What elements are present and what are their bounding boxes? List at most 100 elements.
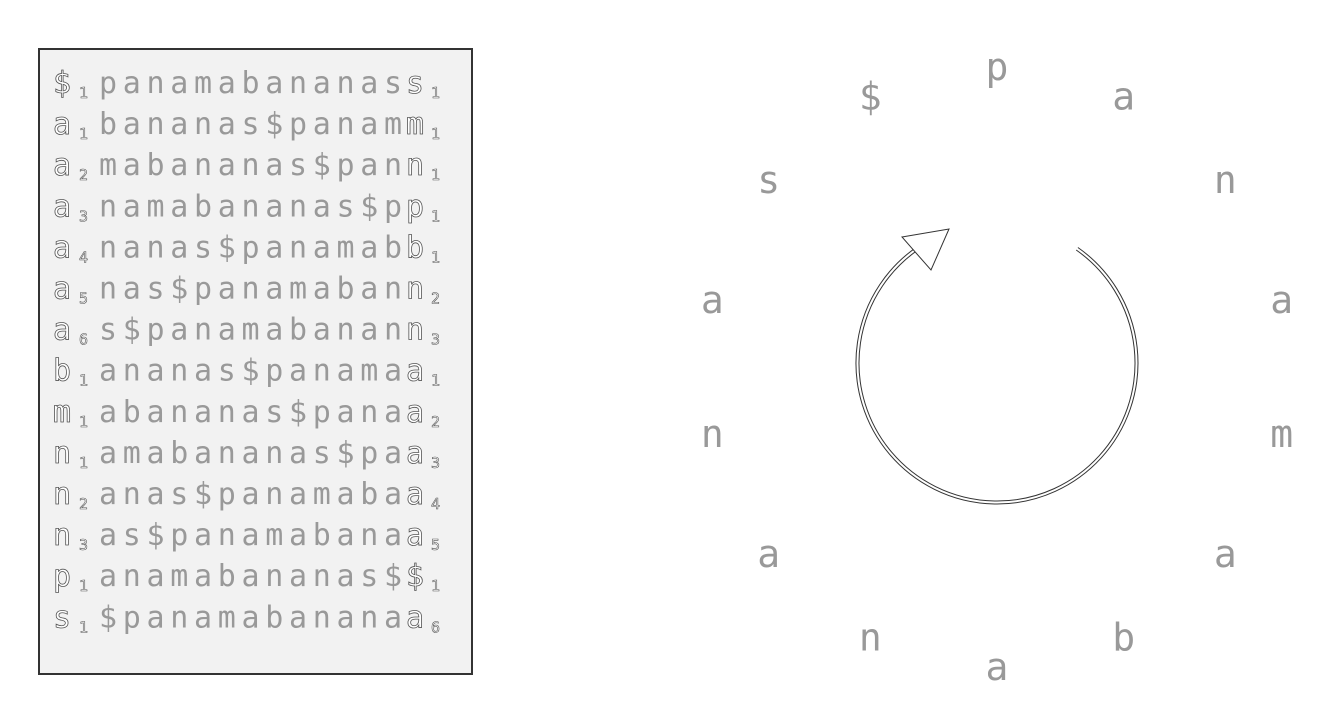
first-column-char: n bbox=[53, 477, 71, 512]
cycle-arrow bbox=[855, 228, 1139, 505]
matrix-row: s 1 $panamabanana a 6 bbox=[53, 600, 441, 637]
matrix-row: $1 panamabananas s 1 bbox=[53, 66, 441, 103]
cycle-letter: s bbox=[757, 158, 780, 202]
first-column-char: n bbox=[53, 436, 71, 471]
cycle-letter: b bbox=[1112, 615, 1135, 659]
first-column-char: a bbox=[53, 107, 71, 142]
row-middle-text: abananas$pana bbox=[99, 395, 402, 430]
matrix-row: p 1 anamabananas$ $1 bbox=[53, 559, 441, 596]
last-column-char: m bbox=[406, 107, 424, 142]
row-middle-text: ananas$panama bbox=[99, 354, 402, 389]
matrix-row: a 3 namabananas$p p 1 bbox=[53, 189, 441, 226]
first-column-char: a bbox=[53, 148, 71, 183]
first-column-char: p bbox=[53, 559, 71, 594]
row-middle-text: nanas$panamab bbox=[99, 230, 402, 265]
matrix-row: a 6 s$panamabanan n 3 bbox=[53, 312, 441, 349]
cycle-letter: n bbox=[1214, 158, 1237, 202]
matrix-row: a 5 nas$panamaban n 2 bbox=[53, 271, 441, 308]
cycle-letter: a bbox=[1270, 278, 1293, 322]
last-column-rank: 4 bbox=[431, 495, 440, 513]
last-column-rank: 1 bbox=[431, 166, 440, 184]
cycle-letter: a bbox=[1112, 75, 1135, 119]
last-column-char: $ bbox=[406, 559, 424, 594]
first-column-char: a bbox=[53, 189, 71, 224]
last-column-rank: 5 bbox=[431, 536, 440, 554]
matrix-row: a 4 nanas$panamab b 1 bbox=[53, 230, 441, 267]
row-middle-text: s$panamabanan bbox=[99, 313, 402, 348]
last-column-rank: 1 bbox=[431, 372, 440, 390]
last-column-char: n bbox=[406, 313, 424, 348]
last-column-char: b bbox=[406, 230, 424, 265]
last-column-char: a bbox=[406, 600, 424, 635]
first-column-rank: 2 bbox=[79, 495, 88, 513]
first-column-rank: 1 bbox=[79, 618, 88, 636]
cycle-letter: a bbox=[757, 532, 780, 576]
last-column-char: a bbox=[406, 436, 424, 471]
row-middle-text: anas$panamaba bbox=[99, 477, 402, 512]
last-column-rank: 1 bbox=[431, 84, 440, 102]
first-column-char: a bbox=[53, 230, 71, 265]
matrix-row: a 1 bananas$panam m 1 bbox=[53, 107, 441, 144]
first-column-rank: 1 bbox=[79, 125, 88, 143]
first-column-rank: 1 bbox=[79, 577, 88, 595]
last-column-rank: 2 bbox=[431, 413, 440, 431]
first-column-rank: 1 bbox=[79, 454, 88, 472]
cycle-letter: p bbox=[986, 45, 1009, 89]
first-column-rank: 4 bbox=[79, 248, 88, 266]
row-middle-text: $panamabanana bbox=[99, 600, 402, 635]
row-middle-text: mabananas$pan bbox=[99, 148, 402, 183]
arrowhead-icon bbox=[901, 228, 950, 271]
last-column-rank: 3 bbox=[431, 454, 440, 472]
row-middle-text: bananas$panam bbox=[99, 107, 402, 142]
last-column-char: a bbox=[406, 477, 424, 512]
row-middle-text: anamabananas$ bbox=[99, 559, 402, 594]
first-column-rank: 1 bbox=[79, 372, 88, 390]
matrix-row: n 3 as$panamabana a 5 bbox=[53, 518, 441, 555]
last-column-char: n bbox=[406, 148, 424, 183]
row-middle-text: amabananas$pa bbox=[99, 436, 402, 471]
first-column-rank: 1 bbox=[79, 413, 88, 431]
first-column-rank: 3 bbox=[79, 536, 88, 554]
first-column-rank: 5 bbox=[79, 290, 88, 308]
cyclic-string: p a n a m a b a n a n a s $ bbox=[701, 45, 1293, 689]
row-middle-text: panamabananas bbox=[99, 66, 402, 101]
matrix-row: m 1 abananas$pana a 2 bbox=[53, 394, 441, 431]
last-column-char: a bbox=[406, 354, 424, 389]
last-column-char: a bbox=[406, 395, 424, 430]
first-column-rank: 1 bbox=[79, 84, 88, 102]
last-column-char: a bbox=[406, 518, 424, 553]
last-column-char: s bbox=[406, 66, 424, 101]
matrix-row: n 1 amabananas$pa a 3 bbox=[53, 435, 441, 472]
first-column-char: s bbox=[53, 600, 71, 635]
first-column-char: m bbox=[53, 395, 71, 430]
first-column-rank: 3 bbox=[79, 207, 88, 225]
cycle-letter: $ bbox=[859, 75, 882, 119]
cycle-letter: n bbox=[701, 412, 724, 456]
cycle-letter: a bbox=[701, 278, 724, 322]
first-column-char: n bbox=[53, 518, 71, 553]
matrix-row: n 2 anas$panamaba a 4 bbox=[53, 477, 441, 514]
matrix-panel bbox=[38, 48, 473, 675]
row-middle-text: namabananas$p bbox=[99, 189, 402, 224]
cycle-letter: a bbox=[986, 645, 1009, 689]
last-column-rank: 1 bbox=[431, 577, 440, 595]
first-column-char: b bbox=[53, 354, 71, 389]
last-column-rank: 1 bbox=[431, 248, 440, 266]
last-column-rank: 3 bbox=[431, 331, 440, 349]
last-column-rank: 6 bbox=[431, 618, 440, 636]
bwt-matrix: $1 panamabananas s 1a 1 bananas$panam m 1a 2 maba… bbox=[53, 66, 441, 637]
first-column-char: $ bbox=[53, 66, 71, 101]
last-column-rank: 1 bbox=[431, 207, 440, 225]
cycle-letter: n bbox=[859, 615, 882, 659]
cycle-letter: a bbox=[1214, 532, 1237, 576]
cycle-letter: m bbox=[1270, 412, 1293, 456]
matrix-row: a 2 mabananas$pan n 1 bbox=[53, 148, 441, 185]
first-column-char: a bbox=[53, 313, 71, 348]
last-column-rank: 1 bbox=[431, 125, 440, 143]
first-column-char: a bbox=[53, 272, 71, 307]
last-column-rank: 2 bbox=[431, 290, 440, 308]
matrix-row: b 1 ananas$panama a 1 bbox=[53, 353, 441, 390]
first-column-rank: 2 bbox=[79, 166, 88, 184]
row-middle-text: as$panamabana bbox=[99, 518, 402, 553]
